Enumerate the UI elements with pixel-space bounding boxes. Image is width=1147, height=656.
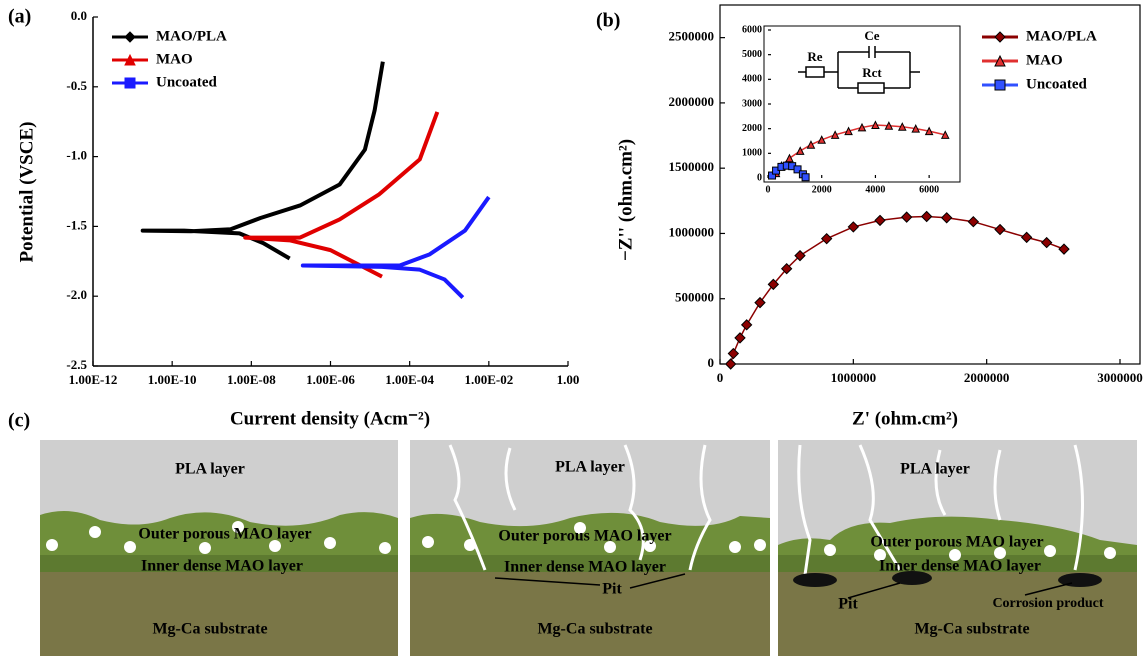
x-tick-label: 6000 — [919, 184, 939, 195]
point — [848, 222, 858, 232]
layer-label: Inner dense MAO layer — [504, 559, 666, 576]
y-tick-label: 0.0 — [71, 8, 87, 23]
x-tick-label: 1.00E-10 — [148, 372, 197, 387]
series-line — [245, 112, 437, 277]
point — [735, 333, 745, 343]
y-tick-label: 1000000 — [669, 224, 715, 239]
panel-label: (c) — [8, 410, 30, 432]
legend-label: Uncoated — [1026, 76, 1087, 92]
y-tick-label: -1.5 — [66, 217, 87, 232]
y-tick-label: 2000000 — [669, 94, 715, 109]
layer-label: Outer porous MAO layer — [870, 534, 1043, 551]
point — [942, 213, 952, 223]
y-tick-label: 5000 — [742, 49, 762, 60]
x-tick-label: 1.00 — [557, 372, 580, 387]
figure: (a) Current density (Acm⁻²) Potential (V… — [0, 0, 1147, 656]
point — [755, 298, 765, 308]
y-tick-label: 2500000 — [669, 29, 715, 44]
y-tick-label: -1.0 — [66, 148, 87, 163]
circuit-label: Rct — [862, 65, 882, 80]
y-axis-label: −Z'' (ohm.cm²) — [615, 139, 636, 261]
pit-label: Pit — [602, 581, 622, 598]
y-tick-label: 3000 — [742, 98, 762, 109]
legend-marker — [125, 32, 135, 42]
point — [802, 174, 809, 181]
layer-label: Inner dense MAO layer — [141, 558, 303, 575]
y-tick-label: -0.5 — [66, 78, 87, 93]
inset-frame — [764, 26, 960, 182]
x-tick-label: 0 — [717, 370, 724, 385]
panel-label: (b) — [596, 10, 620, 32]
point — [1059, 244, 1069, 254]
x-tick-label: 4000 — [865, 184, 885, 195]
x-tick-label: 1.00E-04 — [385, 372, 434, 387]
y-tick-label: 2000 — [742, 123, 762, 134]
layer-label: Outer porous MAO layer — [498, 528, 671, 545]
layer-label: Mg-Ca substrate — [152, 621, 267, 638]
legend-label: MAO/PLA — [156, 28, 227, 44]
legend-marker — [995, 32, 1005, 42]
layer-label: Mg-Ca substrate — [914, 621, 1029, 638]
legend-label: MAO/PLA — [1026, 28, 1097, 44]
point — [995, 225, 1005, 235]
point — [742, 320, 752, 330]
series-line — [303, 197, 489, 298]
series-line — [731, 216, 1064, 364]
legend-marker — [995, 80, 1005, 90]
series-line — [143, 62, 383, 259]
panel-label: (a) — [8, 6, 31, 28]
y-tick-label: -2.0 — [66, 287, 87, 302]
layer-label: PLA layer — [175, 461, 245, 478]
legend-marker — [125, 78, 135, 88]
x-tick-label: 0 — [766, 184, 771, 195]
x-tick-label: 1.00E-12 — [69, 372, 118, 387]
y-tick-label: 4000 — [742, 74, 762, 85]
pit-label: Pit — [838, 596, 858, 613]
y-tick-label: 0 — [757, 172, 762, 183]
x-axis-label: Z' (ohm.cm²) — [852, 408, 958, 429]
circuit-label: Ce — [864, 28, 879, 43]
x-tick-label: 2000 — [812, 184, 832, 195]
y-tick-label: 1000 — [742, 148, 762, 159]
point — [822, 234, 832, 244]
circuit-label: Re — [807, 49, 822, 64]
y-tick-label: 1500000 — [669, 159, 715, 174]
layer-label: Mg-Ca substrate — [537, 621, 652, 638]
x-tick-label: 3000000 — [1097, 370, 1143, 385]
legend-label: MAO — [1026, 52, 1063, 68]
y-tick-label: 500000 — [675, 290, 714, 305]
x-tick-label: 1.00E-06 — [306, 372, 355, 387]
layer-label: PLA layer — [555, 459, 625, 476]
point — [922, 211, 932, 221]
x-tick-label: 1.00E-02 — [464, 372, 513, 387]
x-tick-label: 2000000 — [964, 370, 1010, 385]
x-axis-label: Current density (Acm⁻²) — [230, 408, 430, 429]
y-axis-label: Potential (VSCE) — [16, 122, 37, 263]
legend-label: Uncoated — [156, 74, 217, 90]
legend-label: MAO — [156, 51, 193, 67]
point — [726, 359, 736, 369]
layer-label: PLA layer — [900, 461, 970, 478]
y-tick-label: 6000 — [742, 24, 762, 35]
layer-label: Outer porous MAO layer — [138, 526, 311, 543]
y-tick-label: 0 — [708, 355, 715, 370]
point — [728, 349, 738, 359]
layer-label: Inner dense MAO layer — [879, 558, 1041, 575]
point — [1042, 238, 1052, 248]
x-tick-label: 1.00E-08 — [227, 372, 276, 387]
point — [1022, 232, 1032, 242]
x-tick-label: 1000000 — [831, 370, 877, 385]
point — [875, 215, 885, 225]
corrosion-label: Corrosion product — [992, 596, 1103, 611]
point — [968, 217, 978, 227]
y-tick-label: -2.5 — [66, 357, 87, 372]
point — [902, 212, 912, 222]
